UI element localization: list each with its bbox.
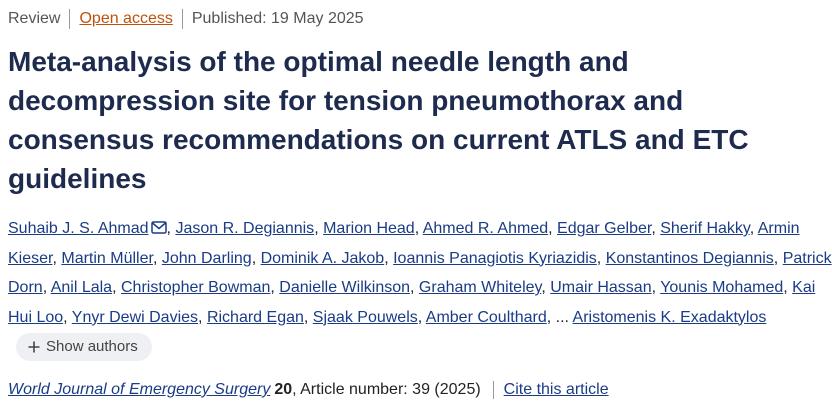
author-link[interactable]: Umair Hassan <box>550 279 652 296</box>
author-link[interactable]: Younis Mohamed <box>660 279 784 296</box>
author-list: Suhaib J. S. Ahmad, Jason R. Degiannis, … <box>8 214 832 362</box>
separator: , <box>63 308 68 326</box>
separator: , <box>251 249 257 267</box>
author-link[interactable]: Aristomenis K. Exadaktylos <box>572 308 767 326</box>
separator: , <box>198 308 203 326</box>
author-link[interactable]: Konstantinos Degiannis <box>605 249 774 267</box>
article-type: Review <box>8 10 61 27</box>
published-date: Published: 19 May 2025 <box>181 9 373 29</box>
author-link[interactable]: Ioannis Panagiotis Kyriazidis <box>393 249 597 267</box>
separator: , <box>152 249 158 267</box>
separator: , <box>417 308 423 326</box>
author-link[interactable]: Martin Müller <box>61 249 153 267</box>
author-link[interactable]: Dominik A. Jakob <box>260 249 385 267</box>
cite-link[interactable]: Cite this article <box>492 381 609 399</box>
author-link[interactable]: Amber Coulthard <box>425 308 547 326</box>
separator: , <box>410 279 415 296</box>
separator: , <box>749 220 755 237</box>
separator: , <box>42 279 48 296</box>
author-link[interactable]: Suhaib J. S. Ahmad <box>8 220 149 237</box>
author-link[interactable]: Ahmed R. Ahmed <box>422 220 549 237</box>
open-access-link[interactable]: Open access <box>69 9 181 29</box>
author-link[interactable]: Christopher Bowman <box>120 279 271 296</box>
separator: , <box>773 249 779 267</box>
separator: , <box>651 279 657 296</box>
author-link[interactable]: Kai Hui Loo <box>8 279 816 326</box>
email-icon[interactable] <box>150 221 167 234</box>
author-link[interactable]: Edgar Gelber <box>557 220 652 237</box>
article-details: , Article number: 39 (2025) <box>292 381 481 398</box>
author-link[interactable]: Sherif Hakky <box>660 220 750 237</box>
author-link[interactable]: Marion Head <box>323 220 415 237</box>
separator: , <box>314 220 319 237</box>
article-title: Meta-analysis of the optimal needle leng… <box>8 46 749 194</box>
separator: , <box>541 279 546 296</box>
author-link[interactable]: Sjaak Pouwels <box>312 308 418 326</box>
author-link[interactable]: Richard Egan <box>206 308 304 326</box>
separator: , <box>548 220 553 237</box>
separator: , <box>651 220 656 237</box>
author-link[interactable]: Armin Kieser <box>8 220 800 267</box>
author-link[interactable]: Patrick Dorn <box>8 249 832 297</box>
author-link[interactable]: Jason R. Degiannis <box>175 220 315 237</box>
separator: , <box>783 279 788 296</box>
volume: 20 <box>274 381 293 398</box>
separator: , <box>303 308 309 326</box>
author-link[interactable]: Ynyr Dewi Davies <box>71 308 199 326</box>
separator: , <box>384 249 389 267</box>
show-authors-label: Show authors <box>46 337 138 355</box>
journal-link[interactable]: World Journal of Emergency Surgery <box>8 381 271 398</box>
separator: , <box>270 279 275 296</box>
plus-icon <box>28 341 40 353</box>
separator: , <box>52 249 57 267</box>
article-header: Review Open access Published: 19 May 202… <box>8 9 373 29</box>
separator: , <box>112 279 117 296</box>
separator: , <box>546 308 552 326</box>
omitted-authors: ... <box>555 308 569 326</box>
separator: , <box>166 220 171 237</box>
show-authors-button[interactable]: Show authors <box>16 332 152 361</box>
author-link[interactable]: John Darling <box>161 249 252 267</box>
author-link[interactable]: Danielle Wilkinson <box>279 279 411 296</box>
separator: , <box>414 220 420 237</box>
author-link[interactable]: Graham Whiteley <box>418 279 542 296</box>
author-link[interactable]: Anil Lala <box>50 279 113 296</box>
citation: World Journal of Emergency Surgery 20 , … <box>8 381 609 399</box>
separator: , <box>596 249 602 267</box>
